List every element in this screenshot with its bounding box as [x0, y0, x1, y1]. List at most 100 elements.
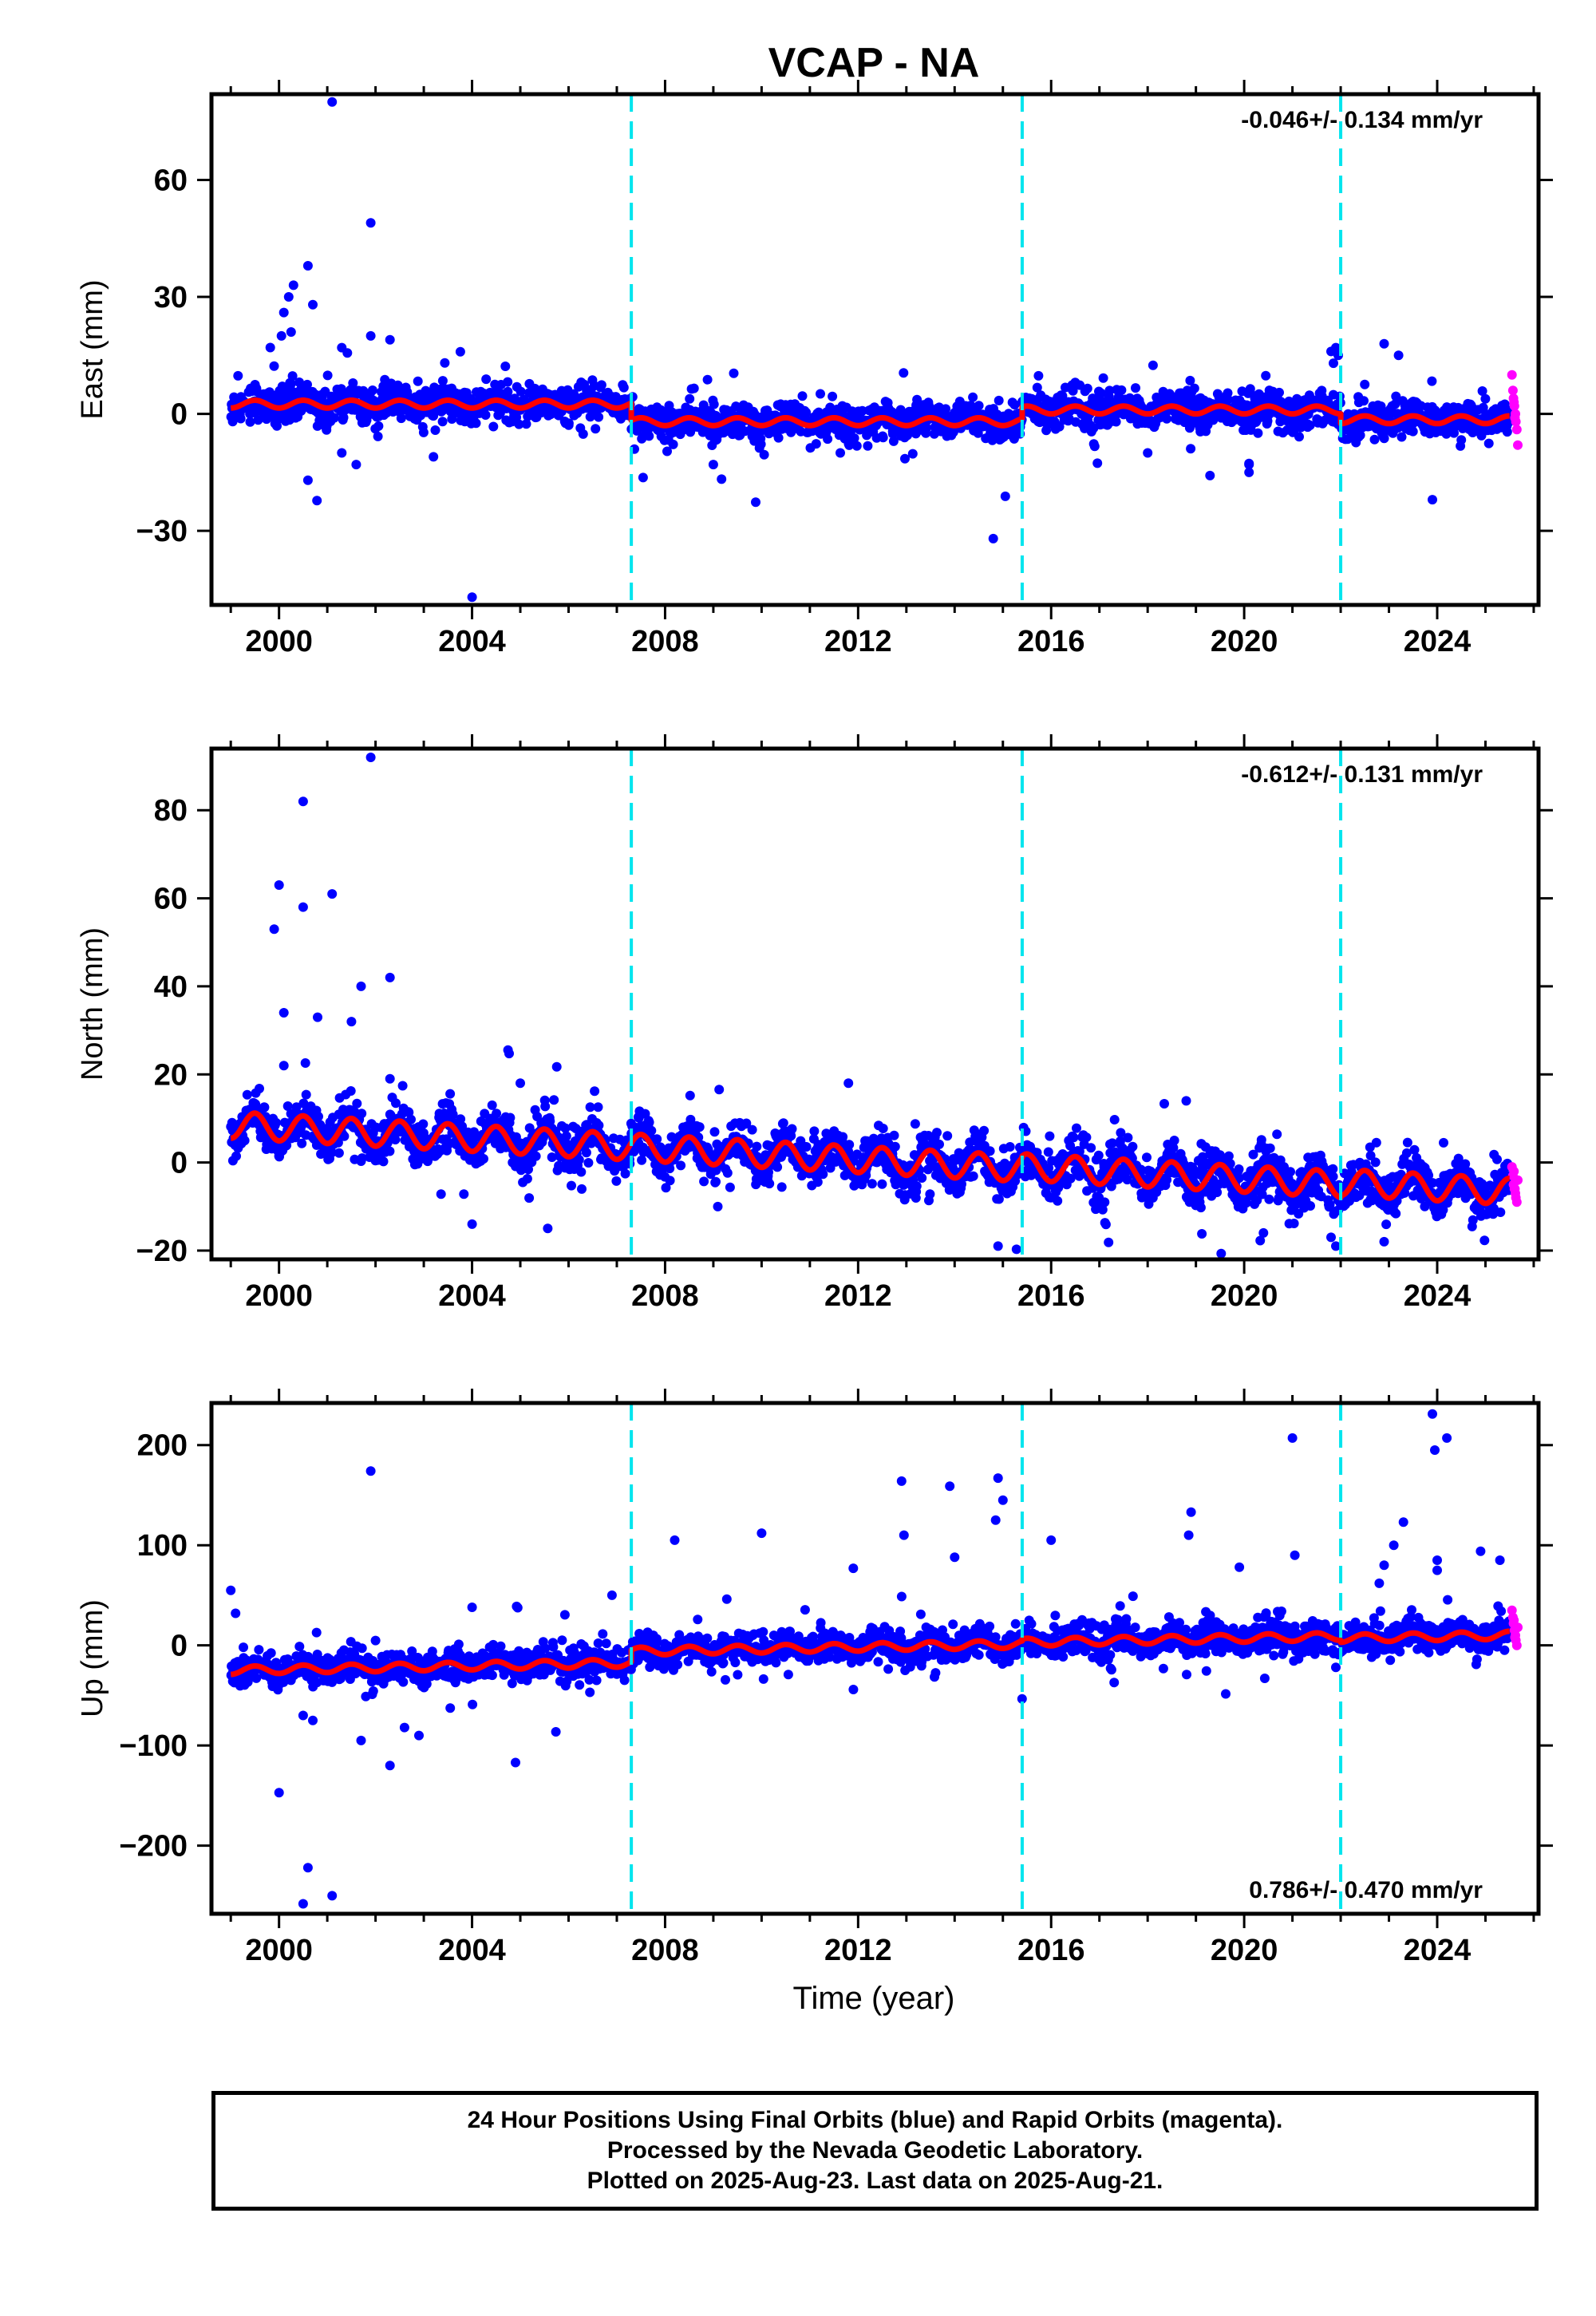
- data-point: [1136, 1164, 1146, 1175]
- outlier-point: [385, 334, 395, 345]
- data-point: [378, 1156, 389, 1167]
- data-point: [459, 1189, 469, 1199]
- data-point: [282, 1140, 292, 1151]
- data-point: [1456, 435, 1467, 445]
- data-point: [326, 1148, 337, 1158]
- outlier-point: [337, 342, 347, 353]
- data-point: [561, 1131, 571, 1141]
- data-point: [1186, 444, 1196, 454]
- data-point: [828, 391, 838, 401]
- data-point: [816, 389, 825, 399]
- outlier-point: [708, 460, 718, 470]
- data-point: [1401, 1148, 1412, 1158]
- data-point: [505, 1113, 516, 1123]
- data-point: [787, 1124, 797, 1134]
- outlier-point: [1244, 460, 1254, 470]
- data-point: [418, 427, 429, 437]
- data-point: [778, 1118, 788, 1128]
- data-point: [436, 1189, 446, 1199]
- data-point: [1148, 360, 1158, 370]
- data-point: [676, 1160, 686, 1171]
- data-point: [666, 1132, 677, 1142]
- panel-north: 2000 2004 2008 2012 2016 2020 2024−20020406080…: [76, 734, 1553, 1313]
- data-point: [471, 418, 481, 429]
- data-point: [1000, 491, 1010, 501]
- data-point: [773, 433, 784, 443]
- data-point: [756, 439, 766, 449]
- data-point: [922, 423, 932, 433]
- data-point: [1045, 1131, 1055, 1141]
- data-point: [282, 1101, 293, 1111]
- data-point: [269, 361, 279, 371]
- data-point: [890, 1141, 900, 1152]
- data-point: [1072, 1123, 1081, 1133]
- data-point: [1092, 458, 1103, 468]
- data-point: [1234, 1164, 1244, 1174]
- data-point: [776, 1182, 787, 1192]
- rapid-point: [1507, 370, 1517, 380]
- data-point: [1044, 1163, 1054, 1173]
- data-point: [1248, 1149, 1258, 1160]
- data-point: [397, 1081, 408, 1091]
- data-point: [941, 404, 951, 414]
- data-point: [540, 1101, 551, 1112]
- data-point: [1264, 1194, 1274, 1204]
- data-point: [563, 418, 574, 429]
- plot-area-east: [226, 97, 1523, 603]
- data-point: [314, 1112, 323, 1121]
- data-point: [1082, 383, 1092, 393]
- data-point: [1128, 1141, 1138, 1152]
- data-point: [1169, 1136, 1179, 1145]
- data-point: [312, 496, 322, 506]
- data-point: [1043, 1147, 1053, 1157]
- data-point: [895, 405, 906, 415]
- data-point: [567, 1180, 576, 1191]
- data-point: [1241, 1198, 1251, 1208]
- data-point: [1100, 1219, 1111, 1230]
- rapid-point: [1507, 385, 1518, 396]
- data-point: [442, 1140, 452, 1151]
- data-point: [1306, 1201, 1315, 1211]
- data-point: [406, 1114, 416, 1124]
- data-point: [801, 407, 812, 417]
- data-point: [1265, 1143, 1275, 1153]
- data-point: [547, 1152, 557, 1162]
- outlier-point: [286, 327, 296, 337]
- data-point: [1057, 391, 1068, 401]
- outlier-point: [429, 452, 439, 462]
- data-point: [1286, 1167, 1295, 1177]
- data-point: [524, 1193, 535, 1203]
- data-point: [373, 421, 384, 431]
- rapid-point: [1511, 425, 1522, 435]
- data-point: [665, 1164, 675, 1174]
- chart-title: VCAP - NA: [768, 40, 980, 86]
- panels: 2000 2004 2008 2012 2016 2020 2024−3003060East…: [76, 80, 1553, 1967]
- data-point: [242, 1089, 252, 1100]
- data-point: [576, 1167, 587, 1177]
- data-point: [907, 449, 918, 459]
- data-point: [867, 1179, 877, 1189]
- data-point: [717, 474, 727, 484]
- x-tick-label: 2012: [824, 625, 892, 658]
- data-point: [585, 1102, 595, 1113]
- data-point: [574, 1155, 584, 1165]
- data-point: [1234, 1173, 1244, 1184]
- data-point: [348, 378, 358, 388]
- data-point: [1274, 387, 1284, 397]
- data-point: [1041, 425, 1052, 436]
- data-point: [516, 386, 526, 397]
- data-point: [322, 370, 333, 381]
- data-point: [685, 1114, 696, 1124]
- data-point: [1223, 394, 1233, 405]
- data-point: [702, 374, 713, 385]
- rate-label-east: -0.046+/- 0.134 mm/yr: [1241, 107, 1483, 133]
- data-point: [418, 1119, 429, 1129]
- data-point: [685, 1090, 695, 1101]
- data-point: [1032, 382, 1042, 393]
- data-point: [1272, 1129, 1282, 1140]
- data-point: [644, 1117, 654, 1128]
- data-point: [286, 379, 296, 389]
- data-point: [1116, 1128, 1126, 1138]
- data-point: [1289, 1219, 1299, 1228]
- data-point: [361, 415, 372, 425]
